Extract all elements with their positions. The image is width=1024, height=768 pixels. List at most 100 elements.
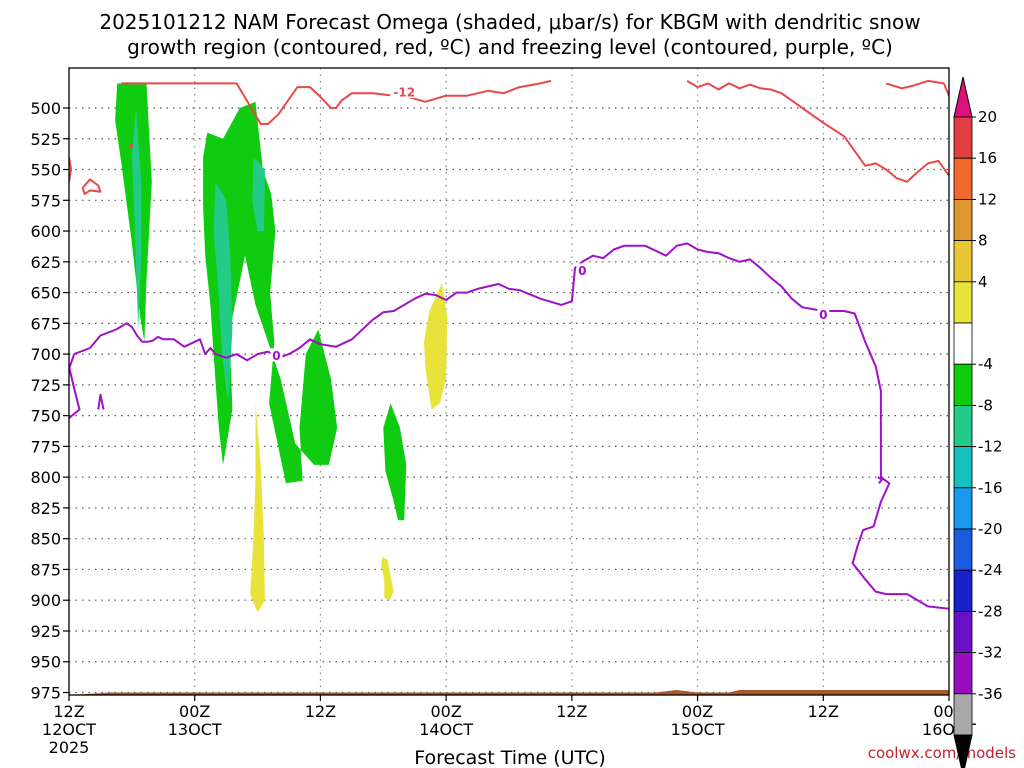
y-tick-label: 525 <box>30 130 61 149</box>
colorbar-label: 4 <box>978 273 988 291</box>
x-tick-time: 12Z <box>556 702 587 721</box>
omega-region-yellow-omega-a <box>424 282 448 410</box>
grid-lines <box>69 68 949 695</box>
contour-label: 0 <box>578 264 586 278</box>
omega-region-yellow-omega-b <box>250 403 265 613</box>
contour-label-bg <box>576 263 589 277</box>
y-tick-label: 750 <box>30 407 61 426</box>
x-tick-time: 00Z <box>179 702 210 721</box>
omega-region-teal-omega-b <box>213 181 233 404</box>
y-tick-label: 925 <box>30 622 61 641</box>
colorbar-swatch <box>953 157 973 200</box>
y-tick-label: 625 <box>30 253 61 272</box>
x-tick-date: 13OCT <box>168 720 222 739</box>
colorbar-swatch <box>953 198 973 241</box>
y-tick-label: 775 <box>30 437 61 456</box>
colorbar-label: -4 <box>978 355 993 373</box>
omega-region-green-omega-b <box>203 101 338 484</box>
omega-region-yellow-omega-c <box>381 557 394 601</box>
colorbar-label: -20 <box>978 520 1003 538</box>
y-tick-label: 575 <box>30 191 61 210</box>
contour-dendritic-minus12-small-loop <box>81 178 102 196</box>
colorbar-label: 16 <box>978 149 997 167</box>
colorbar-swatch <box>953 116 973 159</box>
contour-dendritic-minus12-right <box>686 80 949 183</box>
x-tick-year: 2025 <box>49 738 90 757</box>
credit-text: coolwx.com/models <box>868 744 1016 762</box>
x-tick-date: 12OCT <box>42 720 96 739</box>
contour-freezing-level-0-dot <box>877 476 883 484</box>
y-tick-label: 600 <box>30 222 61 241</box>
omega-region-green-omega-a <box>115 83 152 342</box>
colorbar-swatch <box>953 487 973 530</box>
x-tick-time: 12Z <box>53 702 84 721</box>
contour-label-bg <box>270 348 283 362</box>
x-tick-date: 14OCT <box>419 720 473 739</box>
colorbar-label: -12 <box>978 438 1003 456</box>
x-tick-time: 00Z <box>682 702 713 721</box>
marker-red-speck <box>128 143 134 149</box>
colorbar: 20 16 12 8 4 -4 -8 -12 -16 -20 -24 -28 -32 -36 <box>953 76 1003 768</box>
colorbar-swatch <box>953 404 973 447</box>
colorbar-label: -16 <box>978 479 1003 497</box>
colorbar-swatch <box>953 528 973 571</box>
y-tick-label: 650 <box>30 284 61 303</box>
colorbar-label: -32 <box>978 644 1003 662</box>
colorbar-label: -24 <box>978 561 1003 579</box>
y-tick-label: 725 <box>30 376 61 395</box>
contour-label-bg <box>817 307 830 321</box>
omega-shading <box>115 83 448 613</box>
title-line-2: growth region (contoured, red, ºC) and f… <box>127 35 893 59</box>
y-tick-label: 700 <box>30 345 61 364</box>
y-tick-label: 875 <box>30 560 61 579</box>
y-tick-label: 850 <box>30 530 61 549</box>
y-tick-label: 800 <box>30 468 61 487</box>
colorbar-label: 8 <box>978 232 988 250</box>
x-axis-label: Forecast Time (UTC) <box>414 747 605 768</box>
y-axis-ticks: 500 525 550 575 600 625 650 675 700 725 750 775 800 8… <box>30 99 69 703</box>
terrain <box>69 690 949 695</box>
colorbar-bottom-arrow <box>953 734 973 768</box>
colorbar-label: 12 <box>978 190 997 208</box>
x-tick-time: 12Z <box>808 702 839 721</box>
colorbar-swatch <box>953 611 973 654</box>
contour-label-bg <box>390 85 419 99</box>
y-tick-label: 825 <box>30 499 61 518</box>
colorbar-swatch <box>953 281 973 324</box>
y-tick-label: 675 <box>30 314 61 333</box>
x-tick-time: 00Z <box>430 702 461 721</box>
colorbar-label: 20 <box>978 108 997 126</box>
contour-label: -12 <box>393 86 415 100</box>
colorbar-swatch <box>953 446 973 489</box>
contour-dendritic-minus12-main <box>121 79 552 125</box>
colorbar-label: -8 <box>978 396 993 414</box>
y-tick-label: 950 <box>30 653 61 672</box>
y-tick-label: 975 <box>30 684 61 703</box>
colorbar-swatch <box>953 322 973 365</box>
chart-title: 2025101212 NAM Forecast Omega (shaded, μ… <box>99 10 920 59</box>
title-line-1: 2025101212 NAM Forecast Omega (shaded, μ… <box>99 10 920 34</box>
colorbar-swatch <box>953 240 973 283</box>
contour-freezing-level-0 <box>69 242 949 610</box>
y-tick-label: 550 <box>30 161 61 180</box>
contour-label: 0 <box>272 349 280 363</box>
contour-freezing-level-0-blip <box>97 393 105 410</box>
colorbar-swatch <box>953 693 973 736</box>
colorbar-label: -36 <box>978 685 1003 703</box>
omega-region-green-omega-c <box>383 403 407 521</box>
contour-lines <box>69 79 949 610</box>
contour-labels: -12 0 0 0 <box>270 85 830 363</box>
contour-label: 0 <box>819 308 827 322</box>
x-tick-time: 12Z <box>305 702 336 721</box>
contour-dendritic-minus12-left-edge <box>69 157 73 182</box>
colorbar-swatch <box>953 363 973 406</box>
omega-region-teal-omega-c <box>252 157 265 232</box>
colorbar-label: -28 <box>978 602 1003 620</box>
terrain-fill <box>69 690 949 695</box>
plot-frame <box>68 67 950 696</box>
y-tick-label: 900 <box>30 591 61 610</box>
colorbar-top-arrow <box>953 76 973 118</box>
omega-region-teal-omega-a <box>131 108 142 330</box>
contour-dendritic-minus12-far-right <box>885 79 949 97</box>
